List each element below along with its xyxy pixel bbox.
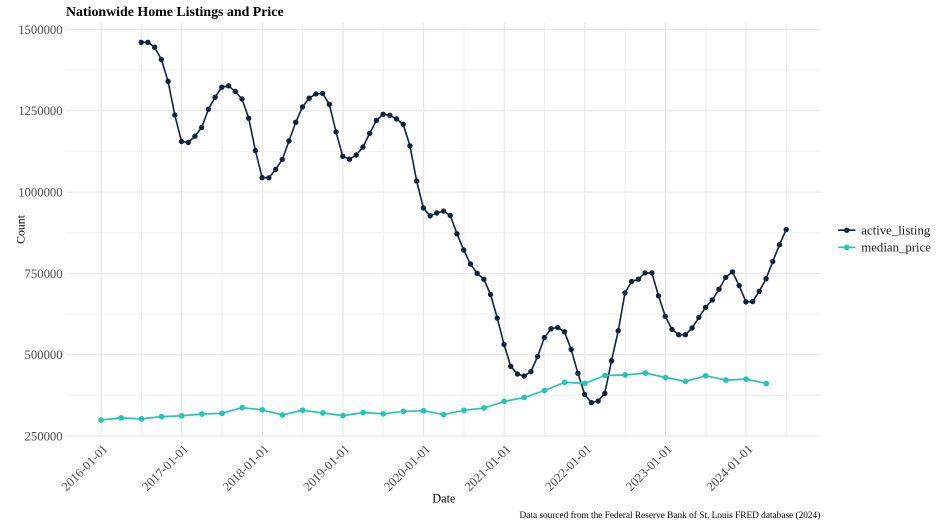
svg-text:Data sourced from the Federal: Data sourced from the Federal Reserve Ba…: [520, 510, 821, 521]
svg-text:active_listing: active_listing: [861, 223, 931, 237]
svg-text:Count: Count: [14, 214, 28, 244]
svg-text:median_price: median_price: [861, 240, 931, 254]
svg-text:1000000: 1000000: [18, 185, 62, 199]
svg-text:1250000: 1250000: [18, 104, 62, 118]
svg-text:Date: Date: [432, 492, 456, 506]
svg-text:250000: 250000: [25, 429, 63, 443]
svg-text:750000: 750000: [25, 267, 63, 281]
svg-text:Nationwide Home Listings and P: Nationwide Home Listings and Price: [66, 5, 284, 20]
svg-text:1500000: 1500000: [18, 23, 62, 37]
svg-text:500000: 500000: [25, 348, 63, 362]
